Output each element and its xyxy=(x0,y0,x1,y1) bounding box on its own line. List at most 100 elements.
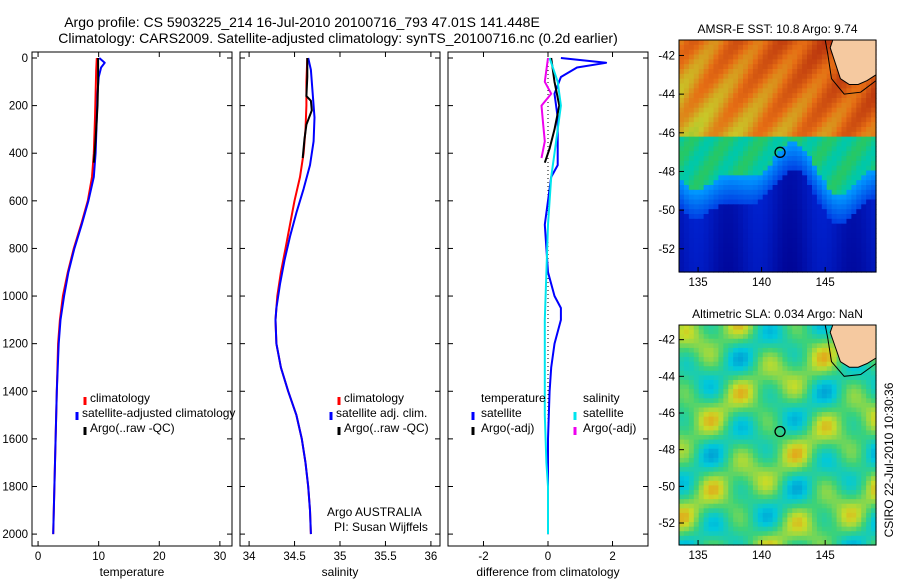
map-cell xyxy=(733,352,739,358)
map-cell xyxy=(826,416,833,422)
map-cell xyxy=(871,267,877,273)
map-cell xyxy=(723,402,729,409)
map-cell xyxy=(713,59,719,65)
map-cell xyxy=(802,402,808,409)
map-cell xyxy=(836,402,843,409)
map-cell xyxy=(728,476,734,482)
map-cell xyxy=(787,448,793,454)
map-cell xyxy=(679,64,685,70)
map-cell xyxy=(777,151,784,157)
map-cell xyxy=(831,402,838,409)
map-cell xyxy=(708,59,715,65)
map-cell xyxy=(816,393,823,399)
map-cell xyxy=(747,160,754,167)
map-cell xyxy=(777,435,784,441)
map-cell xyxy=(866,218,872,225)
map-cell xyxy=(811,494,818,500)
map-cell xyxy=(683,44,690,51)
map-cell xyxy=(688,448,695,454)
map-cell xyxy=(767,59,774,65)
map-cell xyxy=(767,247,774,254)
map-cell xyxy=(728,480,734,487)
map-cell xyxy=(816,83,823,89)
map-cell xyxy=(816,238,823,244)
map-cell xyxy=(738,49,744,56)
map-cell xyxy=(831,204,838,210)
map-cell xyxy=(782,199,788,205)
map-cell xyxy=(811,366,818,372)
map-cell xyxy=(831,160,838,167)
map-cell xyxy=(679,252,685,259)
map-cell xyxy=(693,165,700,172)
map-cell xyxy=(762,243,769,249)
map-cell xyxy=(782,209,788,215)
map-cell xyxy=(816,416,823,422)
map-cell xyxy=(792,343,798,349)
map-cell xyxy=(811,412,818,418)
map-cell xyxy=(836,380,843,386)
map-cell xyxy=(816,204,823,210)
map-cell xyxy=(767,444,774,450)
map-cell xyxy=(762,453,769,459)
map-cell xyxy=(772,223,779,230)
map-cell xyxy=(728,223,734,230)
map-cell xyxy=(826,83,833,89)
map-cell xyxy=(747,49,754,56)
map-cell xyxy=(851,252,857,259)
map-cell xyxy=(787,421,793,427)
map-cell xyxy=(816,180,823,186)
map-cell xyxy=(861,93,867,99)
map-cell xyxy=(807,218,813,225)
map-cell xyxy=(738,439,744,445)
map-cell xyxy=(846,416,852,422)
map-cell xyxy=(683,402,690,409)
map-cell xyxy=(782,93,788,99)
map-cell xyxy=(836,430,843,436)
map-cell xyxy=(797,421,803,427)
map-cell xyxy=(831,412,838,418)
map-cell xyxy=(698,421,705,427)
map-cell xyxy=(836,375,843,381)
map-cell xyxy=(856,499,862,505)
map-cell xyxy=(802,204,808,210)
map-cell xyxy=(821,228,828,234)
map-cell xyxy=(792,435,798,441)
map-cell xyxy=(851,93,857,99)
map-cell xyxy=(723,199,729,205)
map-cell xyxy=(821,247,828,254)
map-cell xyxy=(718,262,724,268)
x-tick-label: 140 xyxy=(752,550,771,562)
map-cell xyxy=(728,503,734,509)
map-cell xyxy=(718,228,724,234)
map-cell xyxy=(728,384,734,390)
map-cell xyxy=(782,490,788,496)
map-cell xyxy=(792,457,798,464)
map-cell xyxy=(831,185,838,191)
map-cell xyxy=(723,73,729,80)
map-cell xyxy=(679,228,685,234)
map-cell xyxy=(738,262,744,268)
map-cell xyxy=(846,131,852,138)
map-cell xyxy=(826,247,833,254)
map-cell xyxy=(728,421,734,427)
map-cell xyxy=(718,214,724,220)
map-cell xyxy=(802,238,808,244)
y-tick-label: 0 xyxy=(22,53,28,65)
map-cell xyxy=(693,517,700,523)
map-cell xyxy=(738,257,744,263)
map-cell xyxy=(826,223,833,230)
map-cell xyxy=(811,44,818,51)
map-cell xyxy=(762,122,769,128)
map-cell xyxy=(703,218,710,225)
map-cell xyxy=(811,453,818,459)
y-tick-label: -50 xyxy=(658,205,675,217)
map-cell xyxy=(826,325,833,331)
map-cell xyxy=(733,165,739,172)
map-cell xyxy=(797,398,803,404)
map-cell xyxy=(856,252,862,259)
map-cell xyxy=(866,476,872,482)
map-cell xyxy=(856,228,862,234)
map-cell xyxy=(777,160,784,167)
map-cell xyxy=(683,69,690,75)
